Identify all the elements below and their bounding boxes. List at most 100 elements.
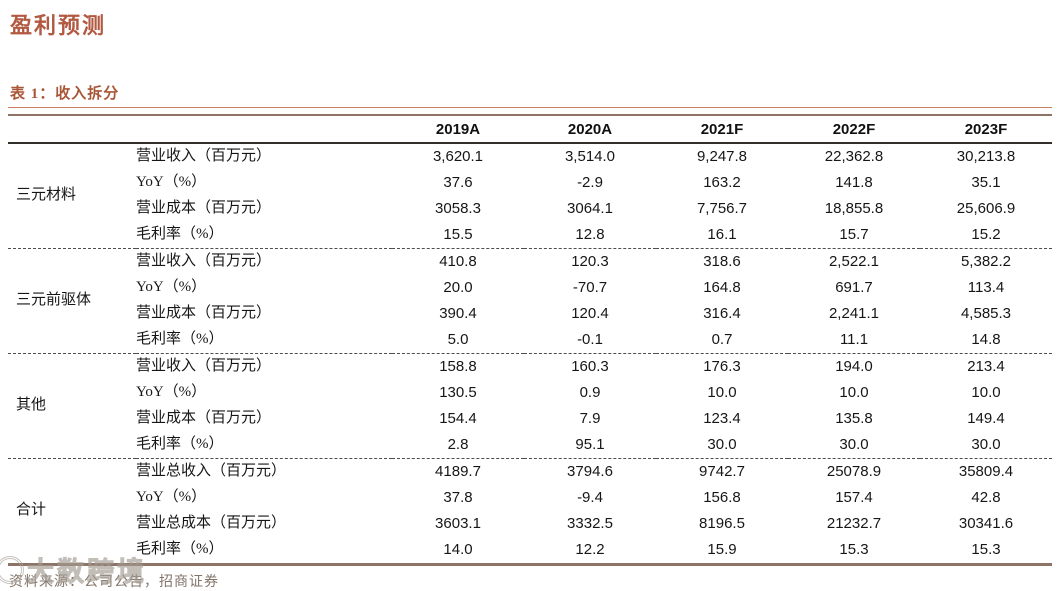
table-cell: 0.9: [579, 384, 601, 401]
table-cell: 10.0: [971, 384, 1001, 401]
row-label: 毛利率（%）: [136, 226, 224, 242]
table-cell: 2,241.1: [828, 305, 880, 322]
table-row: 营业成本（百万元） 154.4 7.9 123.4 135.8 149.4: [8, 406, 1052, 432]
row-label: 营业总成本（百万元）: [136, 515, 287, 531]
row-label: YoY（%）: [136, 279, 207, 295]
table-cell: 37.6: [443, 174, 473, 191]
table-cell: 4,585.3: [960, 305, 1012, 322]
table-row: YoY（%） 130.5 0.9 10.0 10.0 10.0: [8, 380, 1052, 406]
table-cell: 154.4: [439, 410, 477, 427]
table-cell: 15.9: [707, 541, 737, 558]
table-cell: 3,514.0: [564, 148, 616, 165]
column-header-2023f: 2023F: [920, 115, 1052, 144]
table-cell: 10.0: [707, 384, 737, 401]
table-row: YoY（%） 37.6 -2.9 163.2 141.8 35.1: [8, 170, 1052, 196]
table-cell: 157.4: [835, 489, 873, 506]
header-empty-group: [8, 115, 136, 144]
table-cell: 15.3: [839, 541, 869, 558]
revenue-breakdown-table: 2019A 2020A 2021F 2022F 2023F 三元材料 营业收入（…: [8, 114, 1052, 566]
row-label: 营业收入（百万元）: [136, 248, 392, 275]
table-cell: 120.3: [524, 248, 656, 275]
table-cell: 11.1: [839, 331, 869, 348]
table-row: 三元前驱体 营业收入（百万元） 410.8 120.3 318.6 2,522.…: [8, 248, 1052, 354]
table-cell: 164.8: [703, 279, 741, 296]
table-cell: 3,620.1: [432, 148, 484, 165]
table-cell: 8196.5: [699, 515, 745, 532]
table-cell: 213.4: [920, 353, 1052, 380]
table-cell: 3064.1: [567, 200, 613, 217]
group-label: 其他: [8, 353, 136, 459]
row-label: 毛利率（%）: [136, 436, 224, 452]
row-label: 营业收入（百万元）: [136, 353, 392, 380]
table-cell: 10.0: [839, 384, 869, 401]
table-cell: 123.4: [703, 410, 741, 427]
table-cell: 3603.1: [435, 515, 481, 532]
table-cell: 130.5: [439, 384, 477, 401]
table-row: 毛利率（%） 2.8 95.1 30.0 30.0 30.0: [8, 432, 1052, 459]
table-cell: 15.5: [443, 226, 473, 243]
table-row: 合计 营业总收入（百万元） 4189.7 3794.6 9742.7 25078…: [8, 458, 1052, 565]
group-label: 三元前驱体: [8, 248, 136, 354]
table-cell: 18,855.8: [824, 200, 884, 217]
table-cell: -2.9: [577, 174, 603, 191]
table-cell: 390.4: [439, 305, 477, 322]
table-row: YoY（%） 37.8 -9.4 156.8 157.4 42.8: [8, 485, 1052, 511]
table-cell: 30.0: [971, 436, 1001, 453]
table-cell: 14.0: [443, 541, 473, 558]
table-cell: 42.8: [971, 489, 1001, 506]
row-label: 营业收入（百万元）: [136, 148, 272, 164]
column-header-2020a: 2020A: [524, 115, 656, 144]
table-cell: 691.7: [835, 279, 873, 296]
table-cell: 15.3: [971, 541, 1001, 558]
table-row: 营业成本（百万元） 390.4 120.4 316.4 2,241.1 4,58…: [8, 301, 1052, 327]
table-cell: 120.4: [571, 305, 609, 322]
table-cell: 113.4: [967, 279, 1005, 296]
table-cell: 30.0: [707, 436, 737, 453]
table-cell: 14.8: [971, 331, 1001, 348]
table-row: YoY（%） 20.0 -70.7 164.8 691.7 113.4: [8, 275, 1052, 301]
table-row: 营业成本（百万元） 3058.3 3064.1 7,756.7 18,855.8…: [8, 196, 1052, 222]
column-header-2019a: 2019A: [392, 115, 524, 144]
group-label: 三元材料: [16, 187, 77, 203]
header-empty-label: [136, 115, 392, 144]
table-row: 其他 营业收入（百万元） 158.8 160.3 176.3 194.0 213…: [8, 353, 1052, 459]
row-label: YoY（%）: [136, 384, 207, 400]
table-cell: 163.2: [703, 174, 741, 191]
table-row: 三元材料 营业收入（百万元） 3,620.1 3,514.0 9,247.8 2…: [8, 143, 1052, 203]
table-cell: 22,362.8: [824, 148, 884, 165]
table-cell: 156.8: [703, 489, 741, 506]
table-cell: 2,522.1: [788, 248, 920, 275]
table-cell: 37.8: [443, 489, 473, 506]
row-label: 营业成本（百万元）: [136, 200, 272, 216]
table-cell: 21232.7: [826, 515, 882, 532]
row-label: 毛利率（%）: [136, 541, 224, 557]
table-cell: 20.0: [443, 279, 473, 296]
table-cell: 25,606.9: [956, 200, 1016, 217]
row-label: 毛利率（%）: [136, 331, 224, 347]
table-cell: 4189.7: [392, 458, 524, 485]
table-cell: 7,756.7: [696, 200, 748, 217]
table-cell: 5.0: [447, 331, 469, 348]
table-row: 毛利率（%） 5.0 -0.1 0.7 11.1 14.8: [8, 327, 1052, 354]
table-cell: 3058.3: [435, 200, 481, 217]
table-cell: 30,213.8: [956, 148, 1016, 165]
table-header: 2019A 2020A 2021F 2022F 2023F: [8, 115, 1052, 144]
table-cell: 25078.9: [788, 458, 920, 485]
group-label: 合计: [8, 458, 136, 565]
table-cell: -0.1: [577, 331, 603, 348]
row-label: 营业总收入（百万元）: [136, 458, 392, 485]
table-cell: 12.2: [575, 541, 605, 558]
table-cell: 176.3: [656, 353, 788, 380]
table-cell: 30.0: [839, 436, 869, 453]
table-cell: 3332.5: [567, 515, 613, 532]
table-cell: 15.7: [839, 226, 869, 243]
table-cell: 194.0: [788, 353, 920, 380]
table-cell: 410.8: [392, 248, 524, 275]
table-cell: 160.3: [524, 353, 656, 380]
source-note: 资料来源：公司公告，招商证券: [9, 575, 219, 590]
table-cell: 5,382.2: [920, 248, 1052, 275]
row-label: 营业成本（百万元）: [136, 410, 272, 426]
table-cell: 16.1: [707, 226, 737, 243]
table-cell: 9742.7: [656, 458, 788, 485]
